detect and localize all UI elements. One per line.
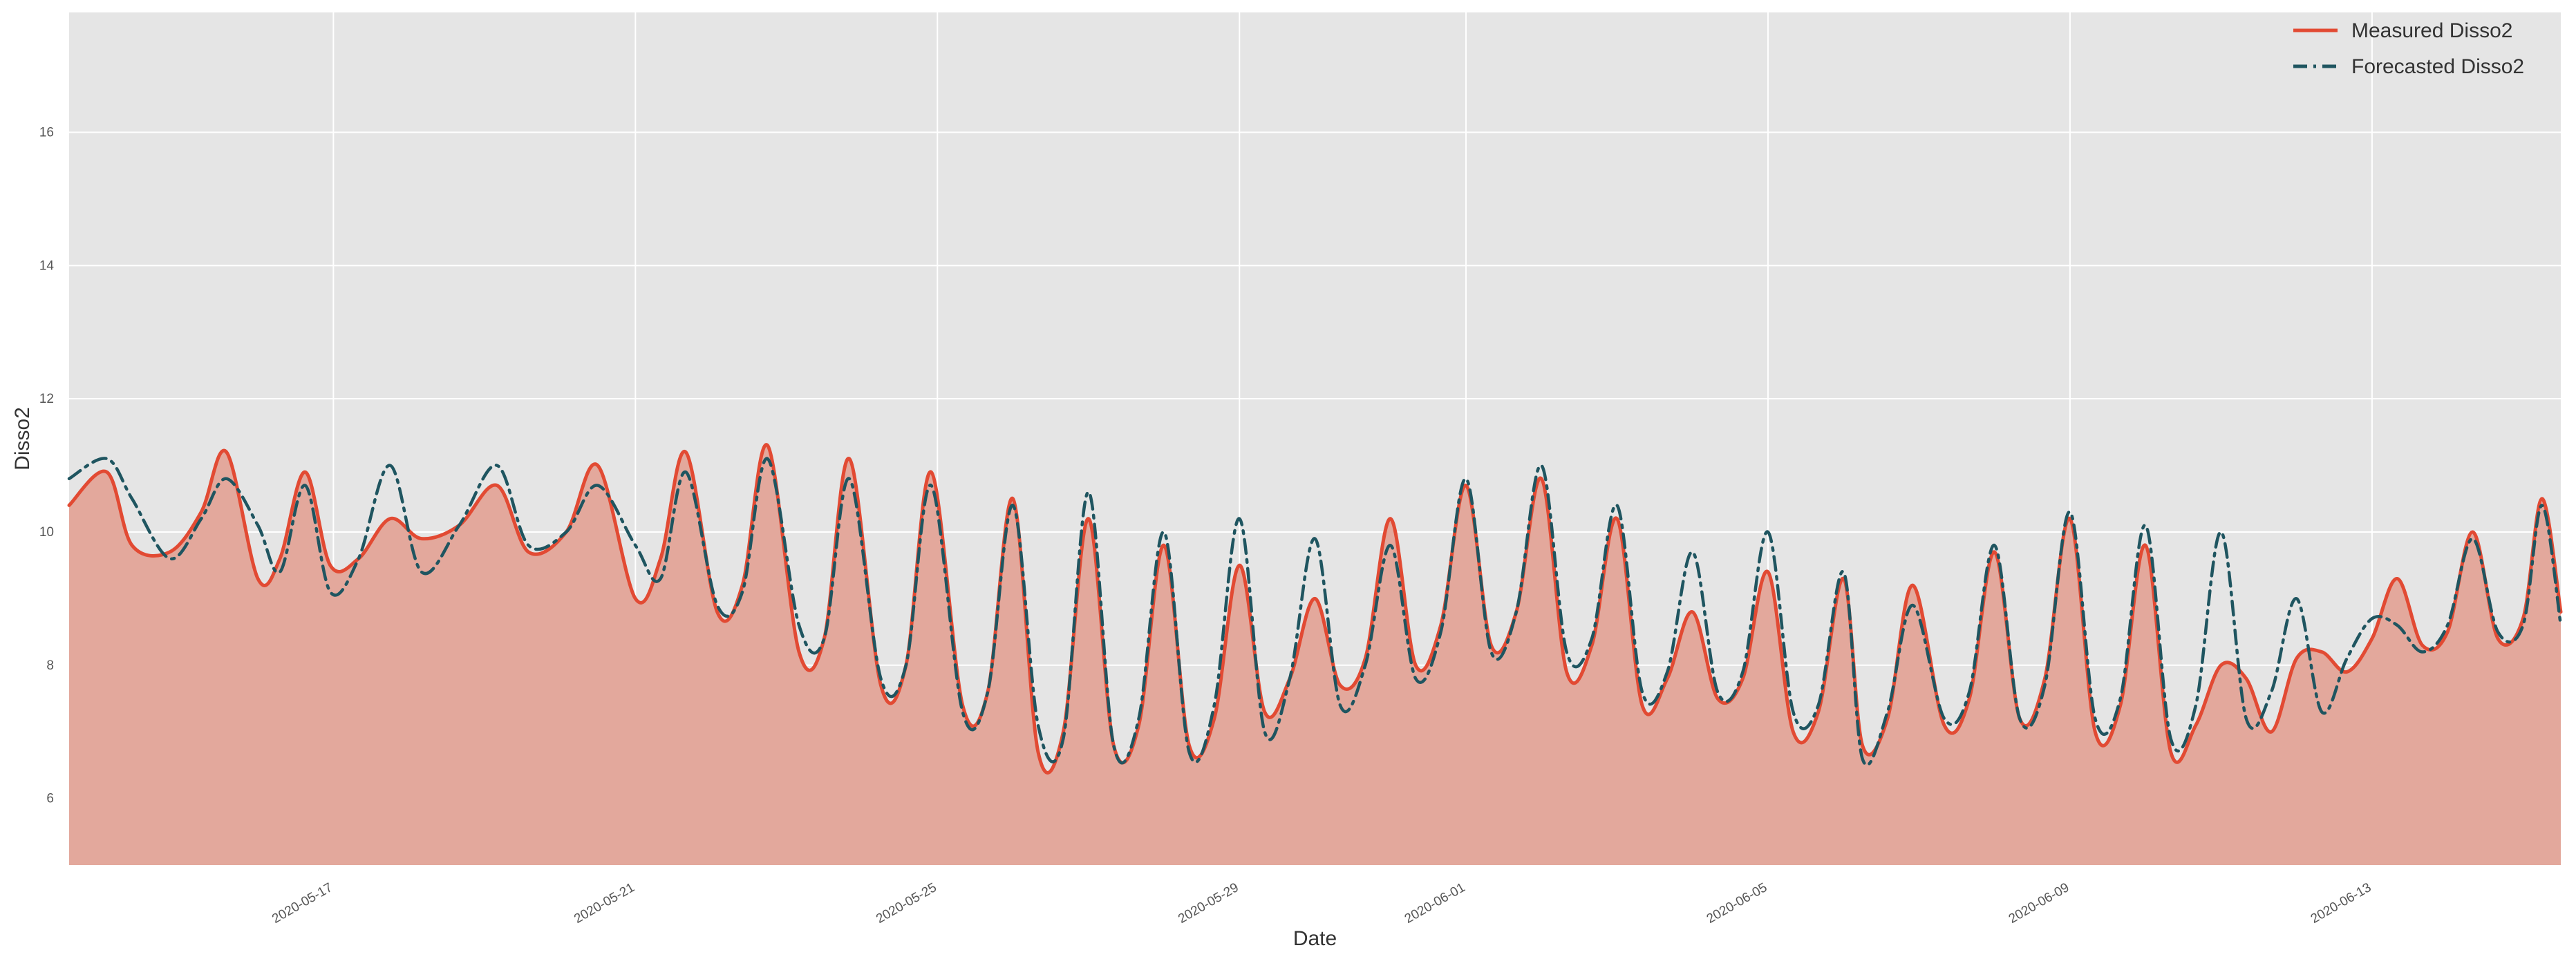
measured-fill-area	[69, 444, 2561, 865]
x-tick-label: 2020-05-21	[572, 880, 637, 927]
legend: Measured Disso2 Forecasted Disso2	[2293, 19, 2524, 78]
y-axis-ticks: 6 8 10 12 14 16	[39, 126, 55, 806]
legend-label-forecast: Forecasted Disso2	[2351, 55, 2524, 78]
x-tick-label: 2020-05-29	[1176, 880, 1241, 927]
x-tick-label: 2020-05-17	[270, 880, 335, 927]
y-tick-label: 16	[39, 126, 54, 140]
measured-area-fill	[69, 444, 2561, 865]
x-axis-title: Date	[1293, 927, 1337, 950]
x-tick-label: 2020-06-13	[2309, 880, 2374, 927]
y-tick-label: 12	[39, 392, 54, 406]
x-tick-label: 2020-05-25	[874, 880, 939, 927]
y-axis-title: Disso2	[11, 407, 34, 471]
y-tick-label: 8	[46, 658, 54, 673]
y-tick-label: 10	[39, 525, 54, 540]
x-tick-label: 2020-06-01	[1402, 880, 1468, 927]
x-tick-label: 2020-06-09	[2006, 880, 2072, 927]
x-axis-ticks: 2020-05-17 2020-05-21 2020-05-25 2020-05-29…	[270, 880, 2373, 927]
y-tick-label: 14	[39, 258, 55, 273]
legend-label-measured: Measured Disso2	[2351, 19, 2512, 42]
forecast-series-line	[67, 457, 2563, 767]
x-tick-label: 2020-06-05	[1704, 880, 1770, 927]
series-lines	[67, 443, 2563, 775]
y-tick-label: 6	[46, 792, 54, 806]
